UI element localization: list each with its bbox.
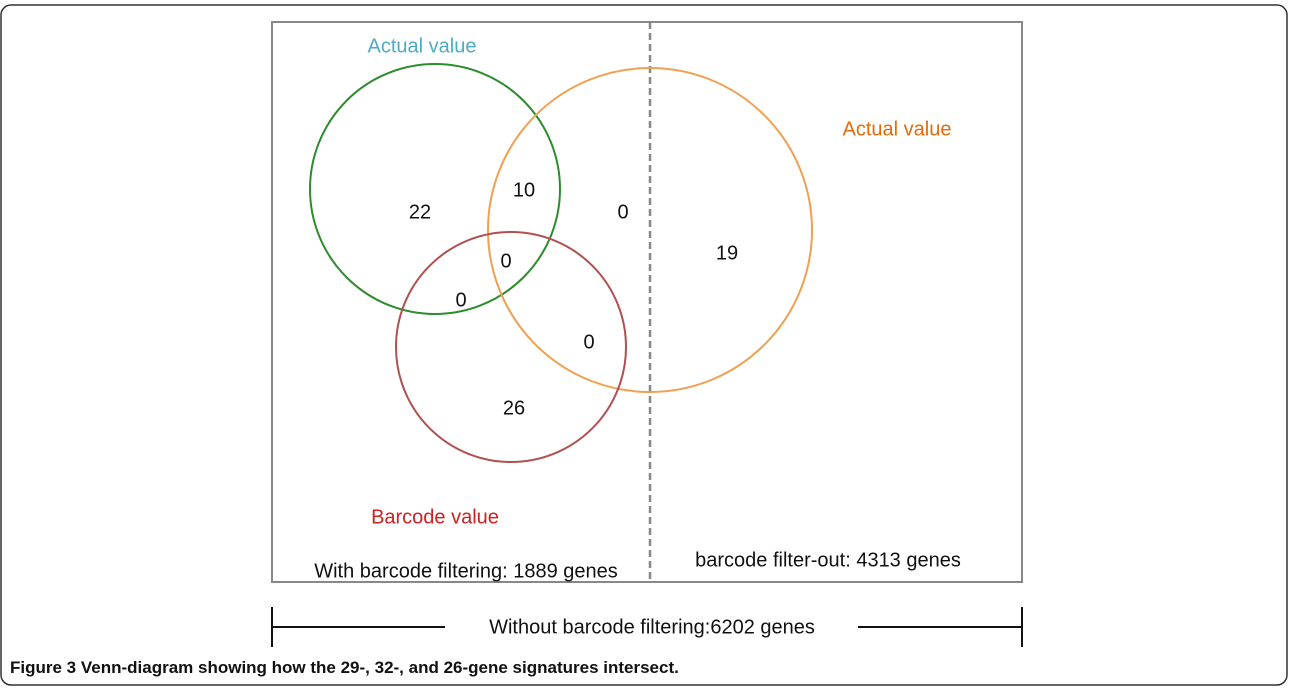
region-count: 26 [503, 397, 525, 419]
set-circle [487, 67, 813, 393]
region-count: 0 [583, 331, 594, 353]
region-count: 0 [455, 289, 466, 311]
caption: Figure 3 Venn-diagram showing how the 29… [10, 658, 679, 677]
span-label: Without barcode filtering:6202 genes [489, 616, 815, 638]
region-count: 22 [409, 201, 431, 223]
set-label: Actual value [368, 35, 477, 57]
region-count: 10 [513, 179, 535, 201]
set-label: Barcode value [371, 506, 499, 528]
right-label: barcode filter-out: 4313 genes [695, 549, 961, 571]
region-count: 0 [617, 201, 628, 223]
set-circle [309, 63, 561, 315]
figure-frame [0, 4, 1288, 686]
caption-text: Venn-diagram showing how the 29-, 32-, a… [81, 658, 679, 677]
set-label: Actual value [843, 118, 952, 140]
region-count: 0 [500, 250, 511, 272]
diagram-box [271, 21, 1023, 583]
region-count: 19 [716, 242, 738, 264]
left-label: With barcode filtering: 1889 genes [314, 560, 618, 582]
caption-label: Figure 3 [10, 658, 76, 677]
set-circle [395, 231, 627, 463]
